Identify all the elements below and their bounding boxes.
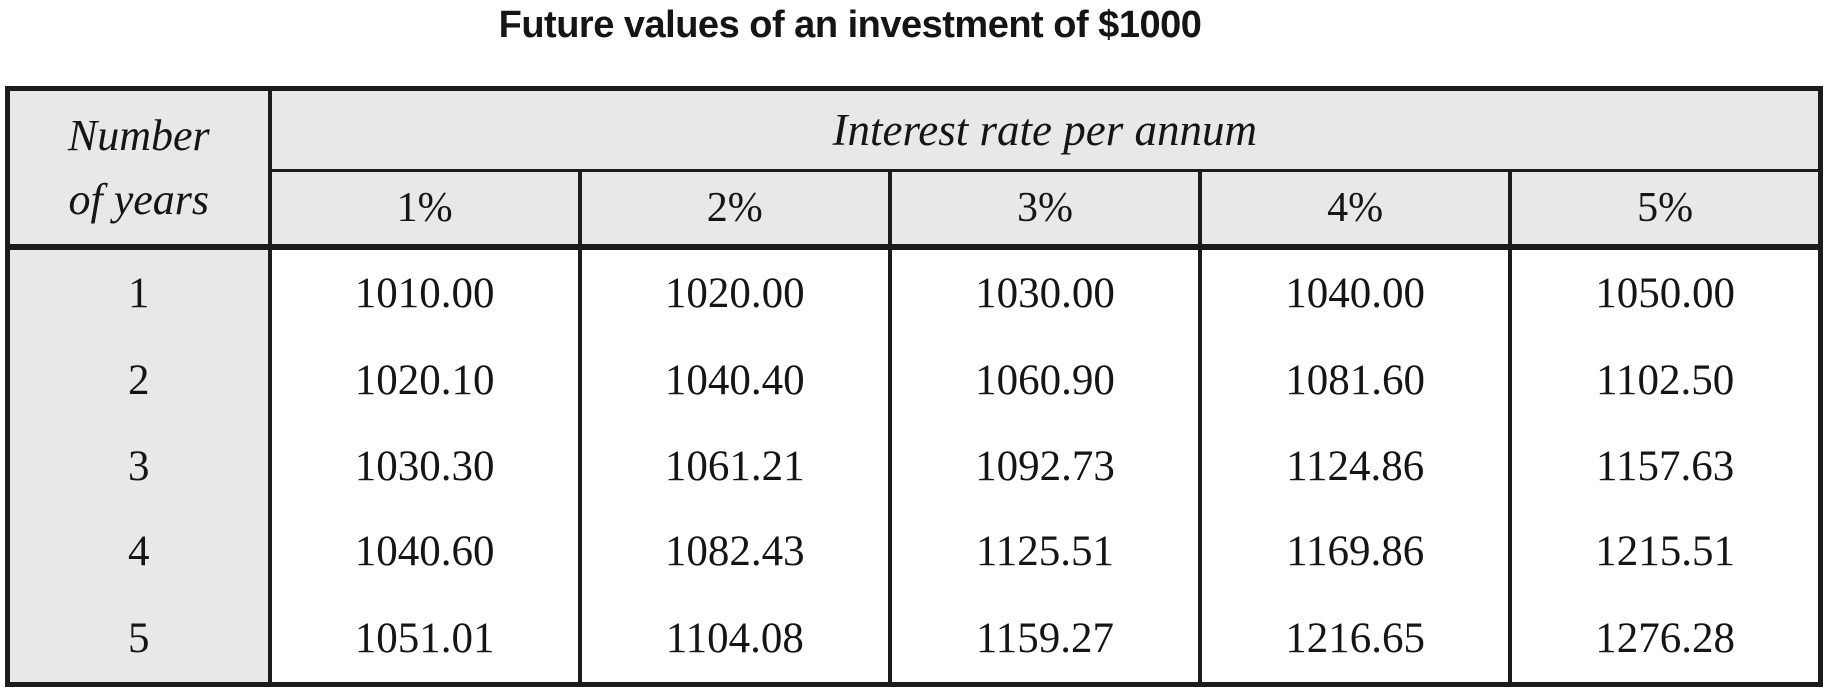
table-header: Number of years Interest rate per annum …	[7, 88, 1821, 250]
year-cell: 2	[7, 337, 272, 424]
value-cell: 1040.00	[1198, 247, 1511, 338]
value-cell: 1040.60	[269, 508, 580, 595]
table-body: 1 1010.00 1020.00 1030.00 1040.00 1050.0…	[7, 247, 1821, 685]
value-cell: 1157.63	[1508, 423, 1821, 509]
value-cell: 1169.86	[1198, 508, 1511, 595]
rate-header-row: 1% 2% 3% 4% 5%	[8, 170, 1821, 250]
table-row: 3 1030.30 1061.21 1092.73 1124.86 1157.6…	[7, 423, 1821, 509]
value-cell: 1276.28	[1508, 594, 1821, 685]
year-cell: 4	[7, 508, 272, 595]
value-cell: 1092.73	[887, 423, 1201, 509]
table-row: 4 1040.60 1082.43 1125.51 1169.86 1215.5…	[7, 508, 1821, 595]
value-cell: 1051.01	[269, 594, 580, 685]
value-cell: 1215.51	[1508, 508, 1821, 595]
value-cell: 1040.40	[577, 337, 890, 424]
value-cell: 1124.86	[1198, 423, 1511, 509]
year-cell: 1	[7, 247, 272, 338]
group-header-row: Number of years Interest rate per annum	[7, 88, 1821, 250]
value-cell: 1010.00	[269, 247, 580, 338]
value-cell: 1104.08	[577, 594, 890, 685]
rate-header-2pct: 2%	[577, 170, 890, 250]
years-corner-line1: Number	[67, 110, 210, 160]
value-cell: 1061.21	[577, 423, 890, 509]
value-cell: 1060.90	[887, 337, 1201, 424]
value-cell: 1081.60	[1198, 337, 1511, 424]
rate-header-3pct: 3%	[887, 170, 1201, 250]
years-corner-header: Number of years	[7, 88, 272, 250]
table-row: 2 1020.10 1040.40 1060.90 1081.60 1102.5…	[7, 337, 1821, 424]
year-cell: 5	[7, 594, 272, 685]
rate-header-5pct: 5%	[1508, 170, 1821, 250]
value-cell: 1020.00	[577, 247, 890, 338]
future-values-table: Number of years Interest rate per annum …	[5, 86, 1823, 687]
value-cell: 1030.30	[269, 423, 580, 509]
interest-rate-group-header: Interest rate per annum	[269, 88, 1821, 172]
value-cell: 1216.65	[1198, 594, 1511, 685]
value-cell: 1159.27	[887, 594, 1201, 685]
year-cell: 3	[7, 423, 272, 509]
value-cell: 1102.50	[1508, 337, 1821, 424]
table-row: 1 1010.00 1020.00 1030.00 1040.00 1050.0…	[7, 247, 1821, 338]
rate-header-4pct: 4%	[1198, 170, 1511, 250]
page-title: Future values of an investment of $1000	[498, 4, 1202, 46]
rate-header-1pct: 1%	[269, 170, 580, 250]
table-row: 5 1051.01 1104.08 1159.27 1216.65 1276.2…	[7, 594, 1821, 685]
years-corner-line2: of years	[68, 174, 210, 224]
value-cell: 1125.51	[887, 508, 1201, 595]
value-cell: 1020.10	[269, 337, 580, 424]
value-cell: 1030.00	[887, 247, 1201, 338]
value-cell: 1050.00	[1508, 247, 1821, 338]
future-values-table-container: Number of years Interest rate per annum …	[5, 86, 1823, 687]
value-cell: 1082.43	[577, 508, 890, 595]
